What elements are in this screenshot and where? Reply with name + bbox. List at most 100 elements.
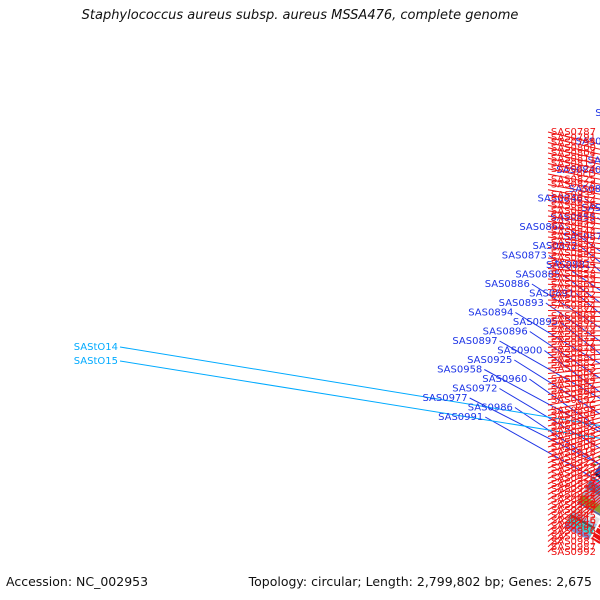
plus-gene-leader	[547, 304, 600, 308]
plus-gene-arrow	[595, 527, 600, 535]
plus-gene-leader	[547, 490, 600, 532]
plus-gene-label: SAS0935	[551, 495, 596, 506]
minus-gene-label: SAS0893	[499, 298, 544, 309]
plus-gene-label: SAS0918	[551, 447, 596, 458]
minus-gene-label: SAS0819	[595, 108, 600, 119]
minus-gene-label: SAS0872	[533, 241, 578, 252]
plus-gene-leader	[547, 442, 600, 464]
plus-gene-label: SAS0850	[551, 253, 596, 264]
plus-gene-leader	[547, 236, 600, 245]
plus-gene-label: SAS0899	[551, 411, 596, 422]
plus-gene-leader	[547, 462, 600, 490]
plus-gene-leader	[547, 450, 600, 474]
plus-strand-features	[591, 523, 600, 544]
minus-gene-leader	[559, 321, 600, 355]
minus-gene-leader	[514, 407, 600, 466]
minus-gene-label: SAS0866	[519, 222, 564, 233]
plus-gene-label: SAS0934	[551, 489, 596, 500]
plus-gene-label: SAS0890	[551, 390, 596, 401]
trna-leader	[119, 346, 600, 427]
minus-gene-label: SAS0831	[588, 156, 600, 167]
plus-gene-leader	[547, 205, 600, 215]
plus-gene-label: ppnK	[570, 369, 596, 380]
plus-gene-label: rocD	[573, 169, 597, 180]
plus-gene-leader	[547, 152, 600, 165]
plus-gene-leader	[547, 289, 600, 293]
minus-gene-leader	[548, 255, 600, 291]
minus-gene-label: SAS0897	[452, 336, 497, 347]
plus-gene-label: SAS0811	[551, 153, 596, 164]
plus-gene-label: SAS0987	[551, 542, 596, 553]
plus-gene-leader	[547, 434, 600, 453]
plus-gene-label: SAS0874	[551, 327, 596, 338]
plus-gene-label: SAS0787	[551, 127, 596, 138]
plus-gene-label: SAS0804	[551, 148, 596, 159]
plus-gene-leader	[547, 417, 600, 432]
plus-gene-leader	[547, 215, 600, 225]
plus-gene-label: prfC	[575, 400, 596, 411]
plus-gene-label: SAS0836	[551, 201, 596, 212]
plus-gene-label: SAS0860	[551, 279, 596, 290]
plus-gene-label: SAS0878	[551, 342, 596, 353]
plus-gene-leader	[547, 252, 600, 259]
minus-gene-leader	[499, 340, 600, 399]
plus-gene-leader	[547, 294, 600, 298]
plus-gene-leader	[547, 438, 600, 458]
plus-gene-leader	[547, 339, 600, 343]
plus-gene-label: SAS0936	[551, 500, 596, 511]
plus-gene-leader	[547, 310, 600, 313]
plus-gene-leader	[547, 315, 600, 318]
plus-gene-label: SAS0882	[551, 358, 596, 369]
plus-gene-label: SAS0921	[551, 453, 596, 464]
plus-gene-arrow	[591, 537, 600, 544]
plus-gene-leader	[547, 210, 600, 220]
plus-gene-label: SAS0937	[551, 505, 596, 516]
plus-gene-label: SAS0875	[551, 332, 596, 343]
minus-gene-label: SAS0991	[438, 412, 483, 423]
plus-gene-label: SAS0857	[551, 264, 596, 275]
minus-gene-label: SAS0894	[468, 308, 513, 319]
plus-gene-label: pgi	[581, 185, 596, 196]
plus-gene-label: SAS0848	[551, 243, 596, 254]
plus-gene-leader	[547, 367, 600, 374]
gene-labels[interactable]: SAS0789SAS0797SAS0806SAS0808SAS0815SAS08…	[74, 32, 600, 558]
minus-gene-leader	[514, 359, 600, 415]
trna-leader	[119, 360, 600, 439]
plus-gene-label: SAS0869	[551, 316, 596, 327]
minus-gene-leader	[562, 274, 600, 304]
plus-gene-label: SAS0922	[551, 458, 596, 469]
plus-gene-label: SAS0947	[551, 521, 596, 532]
plus-gene-label: SAS0933	[551, 484, 596, 495]
plus-gene-leader	[547, 325, 600, 327]
plus-gene-label: SAS0956	[551, 526, 596, 537]
minus-gene-leader	[485, 416, 600, 483]
plus-gene-leader	[547, 426, 600, 443]
plus-gene-leader	[547, 194, 600, 205]
plus-gene-leader	[547, 493, 600, 537]
plus-gene-leader	[547, 484, 600, 521]
plus-gene-leader	[547, 372, 600, 380]
plus-gene-leader	[547, 220, 600, 230]
plus-gene-label: SAS0883	[551, 363, 596, 374]
plus-gene-leader	[547, 408, 600, 422]
plus-gene-label: SAS0828	[551, 180, 596, 191]
plus-gene-label: SAS0849	[551, 248, 596, 259]
plus-gene-leader	[547, 353, 600, 359]
minus-gene-label: SAS0958	[437, 365, 482, 376]
plus-gene-label: SAS0795	[551, 138, 596, 149]
plus-gene-label: SAS0902	[551, 421, 596, 432]
plus-gene-leader	[547, 247, 600, 254]
minus-gene-label: SAS0895	[513, 317, 558, 328]
plus-gene-leader	[547, 470, 600, 500]
plus-gene-label: SAS0842	[551, 222, 596, 233]
plus-gene-label: spxA	[572, 306, 596, 317]
minus-gene-label: SAS0925	[467, 355, 512, 366]
minus-gene-label: SAS0846	[538, 194, 583, 205]
plus-gene-label: SAS0992	[551, 547, 596, 558]
plus-gene-leader	[547, 377, 600, 385]
plus-gene-leader	[547, 273, 600, 279]
plus-gene-leader	[547, 226, 600, 235]
plus-gene-label: SAS0905	[551, 432, 596, 443]
plus-gene-label: SAS0927	[551, 479, 596, 490]
